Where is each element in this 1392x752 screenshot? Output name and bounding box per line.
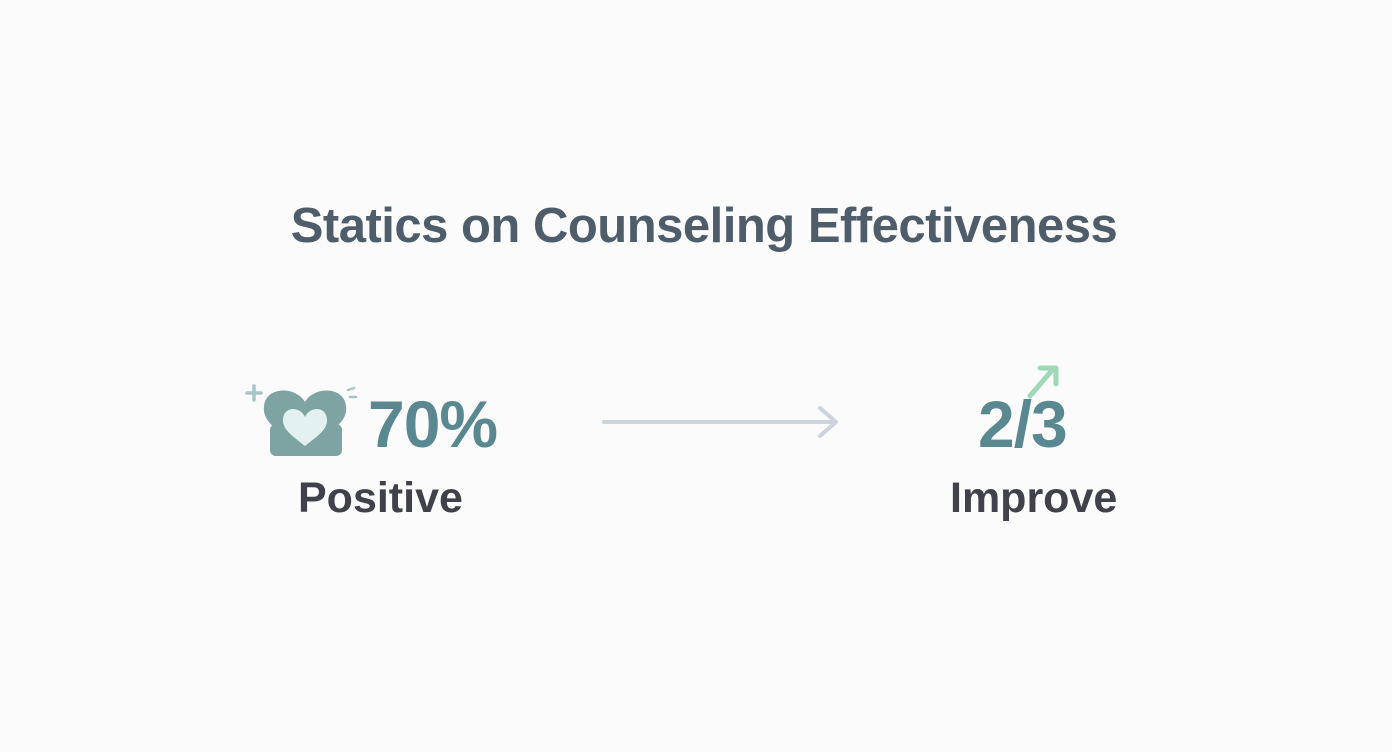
heart-hands-icon <box>245 384 358 456</box>
up-arrow-icon <box>1027 365 1059 399</box>
stat-value: 2/3 <box>978 387 1068 461</box>
page-title: Statics on Counseling Effectiveness <box>290 199 1118 253</box>
stat-label: Improve <box>950 474 1118 522</box>
stat-value: 70% <box>368 387 498 461</box>
stat-label: Positive <box>298 474 463 522</box>
right-arrow-icon <box>602 406 838 438</box>
